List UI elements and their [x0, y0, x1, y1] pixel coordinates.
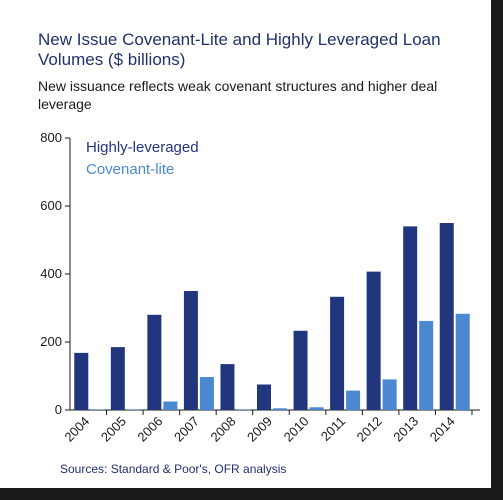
chart-bars: [74, 223, 470, 410]
x-tick-label: 2004: [61, 414, 92, 445]
y-tick-label: 0: [55, 402, 62, 417]
bar-covenant-lite-2004: [90, 409, 105, 410]
y-tick-label: 200: [40, 334, 62, 349]
bar-highly-leveraged-2004: [74, 352, 89, 410]
bar-highly-leveraged-2012: [366, 271, 381, 410]
bar-highly-leveraged-2005: [110, 347, 125, 410]
bar-covenant-lite-2012: [382, 379, 397, 410]
bar-covenant-lite-2010: [309, 407, 324, 410]
bar-highly-leveraged-2013: [403, 226, 418, 410]
bar-highly-leveraged-2008: [220, 364, 235, 410]
chart-subtitle: New issuance reflects weak covenant stru…: [38, 78, 438, 112]
chart-title: New Issue Covenant-Lite and Highly Lever…: [38, 30, 441, 69]
chart-legend: Highly-leveraged Covenant-lite: [86, 139, 199, 178]
bar-highly-leveraged-2009: [257, 384, 271, 410]
bar-highly-leveraged-2014: [439, 223, 454, 410]
x-tick-label: 2008: [208, 414, 239, 445]
bar-covenant-lite-2014: [455, 313, 470, 410]
bar-covenant-lite-2006: [163, 401, 178, 410]
x-tick-label: 2006: [134, 414, 165, 445]
y-tick-label: 600: [40, 198, 62, 213]
x-tick-label: 2010: [281, 414, 312, 445]
legend-covenant-lite: Covenant-lite: [86, 161, 174, 178]
bar-covenant-lite-2007: [199, 377, 214, 410]
x-tick-label: 2014: [427, 414, 458, 445]
x-tick-label: 2005: [98, 414, 129, 445]
y-tick-label: 400: [40, 266, 62, 281]
y-tick-label: 800: [40, 130, 62, 145]
x-tick-label: 2011: [318, 414, 348, 444]
x-tick-label: 2007: [171, 414, 202, 445]
legend-highly-leveraged: Highly-leveraged: [86, 139, 199, 156]
bar-highly-leveraged-2007: [183, 291, 198, 410]
x-tick-label: 2009: [244, 414, 275, 445]
bar-highly-leveraged-2010: [293, 330, 308, 410]
x-tick-label: 2013: [390, 414, 421, 445]
chart-source: Sources: Standard & Poor's, OFR analysis: [60, 462, 287, 476]
x-tick-label: 2012: [354, 414, 385, 445]
bar-covenant-lite-2005: [126, 409, 141, 410]
bar-highly-leveraged-2006: [147, 314, 162, 410]
bar-covenant-lite-2011: [346, 390, 361, 410]
bar-covenant-lite-2009: [273, 408, 287, 410]
bar-covenant-lite-2008: [236, 409, 251, 410]
bar-highly-leveraged-2011: [330, 296, 345, 410]
bar-covenant-lite-2013: [419, 320, 434, 410]
